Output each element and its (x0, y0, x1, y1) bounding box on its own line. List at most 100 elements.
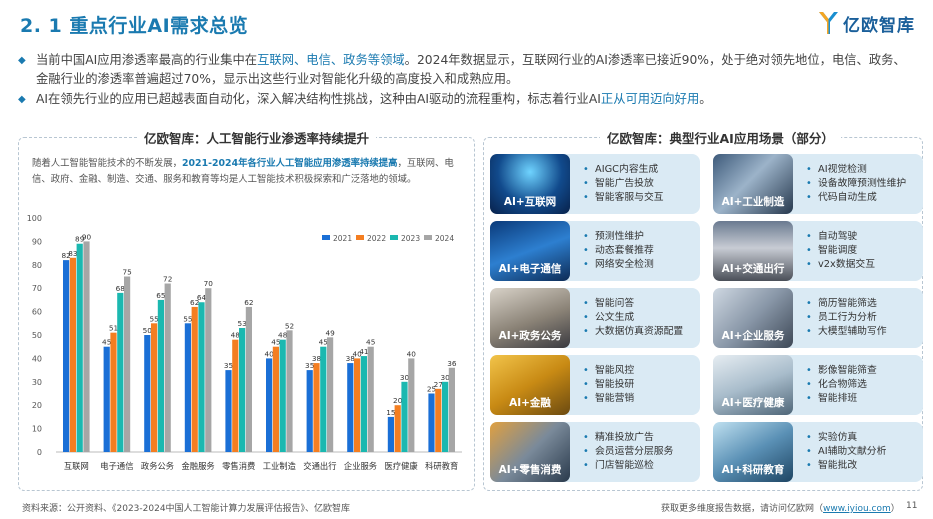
bar-2022 (69, 257, 76, 452)
card-item: 智能调度 (803, 244, 875, 258)
data-label: 51 (109, 324, 118, 333)
data-label: 27 (434, 380, 444, 389)
card-item: 智能广告投放 (580, 177, 664, 191)
ai-brain-image: AI+互联网 (490, 154, 570, 214)
data-label: 89 (75, 235, 85, 244)
card-item: 影像智能筛查 (803, 364, 877, 378)
y-tick-label: 70 (32, 284, 42, 293)
penetration-bar-chart: 010203040506070809010082838990互联网4551687… (27, 214, 462, 471)
footer-link-note: 获取更多维度报告数据，请访问亿欧网（www.iyiou.com） (661, 504, 900, 514)
bar-2021 (387, 416, 394, 452)
card-item: 智能客服与交互 (580, 191, 664, 205)
bullet-2: ◆ AI在领先行业的应用已超越表面自动化，深入解决结构性挑战，这种由AI驱动的流… (18, 90, 913, 109)
card-item: 自动驾驶 (803, 230, 875, 244)
bar-2022 (313, 363, 320, 452)
x-tick-label: 交通出行 (303, 461, 336, 471)
x-tick-label: 科研教育 (425, 461, 458, 471)
data-label: 20 (393, 396, 403, 405)
data-label: 72 (163, 275, 172, 284)
card-item: 动态套餐推荐 (580, 244, 654, 258)
scenario-card-finance: AI+金融 智能风控智能投研智能营销 (490, 355, 700, 415)
scenario-card-manufacturing: AI+工业制造 AI视觉检测设备故障预测性维护代码自动生成 (713, 154, 923, 214)
bar-2024 (164, 283, 171, 452)
shelves-image: AI+零售消费 (490, 422, 570, 482)
data-label: 68 (116, 284, 126, 293)
iyiou-link[interactable]: www.iyiou.com (823, 504, 891, 514)
bar-2021 (347, 363, 354, 452)
data-label: 45 (319, 338, 328, 347)
data-label: 45 (366, 338, 375, 347)
right-panel: 亿欧智库：典型行业AI应用场景（部分） (483, 128, 923, 491)
card-item: AI辅助文献分析 (803, 445, 886, 459)
scenario-card-internet: AI+互联网 AIGC内容生成智能广告投放智能客服与交互 (490, 154, 700, 214)
card-label: AI+医疗健康 (721, 397, 785, 409)
data-label: 65 (156, 291, 165, 300)
card-item: 设备故障预测性维护 (803, 177, 906, 191)
data-label: 52 (285, 321, 294, 330)
bar-2023 (76, 243, 83, 452)
card-item: 简历智能筛选 (803, 297, 887, 311)
bar-2021 (63, 260, 70, 452)
bar-2024 (245, 306, 252, 452)
source-note: 资料来源：公开资料、《2023-2024中国人工智能计算力发展评估报告》、亿欧智… (22, 504, 351, 514)
data-label: 40 (352, 349, 362, 358)
bar-2022 (191, 306, 198, 452)
data-label: 40 (264, 349, 274, 358)
legend-label: 2023 (401, 234, 420, 243)
y-tick-label: 80 (32, 261, 42, 270)
bar-2022 (272, 346, 279, 452)
data-label: 35 (224, 361, 233, 370)
data-label: 36 (447, 359, 457, 368)
x-tick-label: 零售消费 (222, 461, 255, 471)
page-number: 11 (906, 501, 918, 511)
bar-2022 (354, 358, 361, 452)
card-items: 智能风控智能投研智能营销 (580, 364, 634, 406)
x-tick-label: 工业制造 (263, 461, 297, 471)
legend-swatch-2023 (390, 235, 398, 240)
bar-2023 (198, 302, 205, 452)
card-items: 智能问答公文生成大数据仿真资源配置 (580, 297, 683, 339)
office-image: AI+企业服务 (713, 288, 793, 348)
bar-2024 (83, 241, 90, 452)
card-items: 影像智能筛查化合物筛选智能排班 (803, 364, 877, 406)
data-label: 41 (359, 347, 368, 356)
logo: 亿欧智库 (817, 10, 915, 36)
bar-2021 (266, 358, 273, 452)
data-label: 83 (68, 249, 78, 258)
data-label: 30 (400, 373, 410, 382)
data-label: 25 (427, 385, 436, 394)
data-label: 45 (102, 338, 111, 347)
card-label: AI+科研教育 (721, 464, 785, 476)
data-label: 45 (271, 338, 280, 347)
card-item: 智能排班 (803, 392, 877, 406)
data-label: 82 (61, 251, 70, 260)
bar-2022 (232, 339, 239, 452)
card-label: AI+零售消费 (498, 464, 562, 476)
card-item: 代码自动生成 (803, 191, 906, 205)
bar-2024 (205, 288, 212, 452)
card-item: 预测性维护 (580, 230, 654, 244)
legend-label: 2024 (435, 234, 454, 243)
card-item: 智能问答 (580, 297, 683, 311)
left-panel: 亿欧智库：人工智能行业渗透率持续提升 (18, 128, 475, 491)
legend-swatch-2021 (322, 235, 330, 240)
x-tick-label: 政务公务 (141, 461, 174, 471)
card-item: v2x数据交互 (803, 258, 875, 272)
y-tick-label: 40 (32, 354, 42, 363)
bar-2024 (408, 358, 415, 452)
card-items: AI视觉检测设备故障预测性维护代码自动生成 (803, 163, 906, 205)
card-item: AI视觉检测 (803, 163, 906, 177)
data-label: 64 (197, 293, 207, 302)
card-item: 网络安全检测 (580, 258, 654, 272)
bar-2023 (239, 327, 246, 452)
legend-swatch-2022 (356, 235, 364, 240)
bar-2021 (184, 323, 191, 452)
left-panel-title: 亿欧智库：人工智能行业渗透率持续提升 (137, 128, 377, 147)
scenario-card-telecom: AI+电子通信 预测性维护动态套餐推荐网络安全检测 (490, 221, 700, 281)
y-tick-label: 20 (32, 401, 42, 410)
y-tick-label: 30 (32, 378, 42, 387)
bullet-1: ◆ 当前中国AI应用渗透率最高的行业集中在互联网、电信、政务等领域。2024年数… (18, 53, 906, 86)
scenario-card-transport: AI+交通出行 自动驾驶智能调度v2x数据交互 (713, 221, 923, 281)
data-label: 62 (244, 298, 253, 307)
card-items: AIGC内容生成智能广告投放智能客服与交互 (580, 163, 664, 205)
